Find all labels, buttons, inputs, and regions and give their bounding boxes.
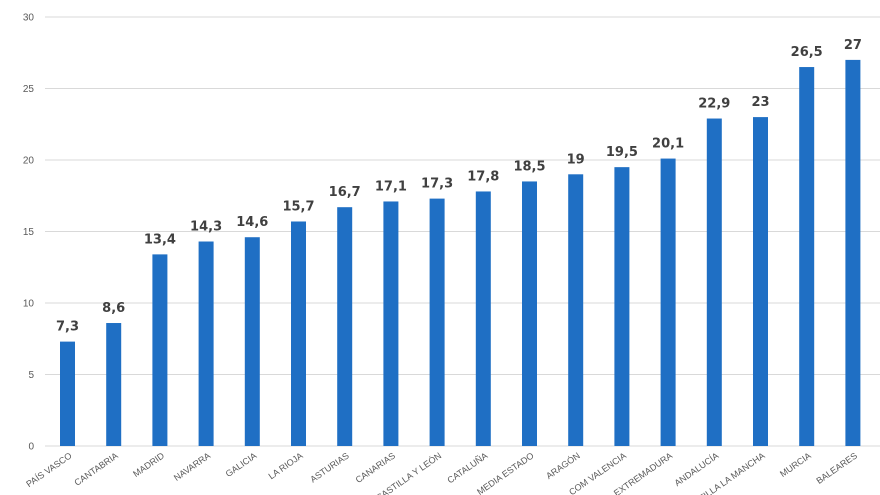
data-label: 17,3 (421, 177, 453, 192)
x-tick-label: ANDALUCÍA (673, 450, 721, 488)
x-tick-label: MURCIA (778, 450, 813, 479)
y-tick-label: 30 (23, 13, 35, 24)
x-tick-label: GALICIA (224, 450, 259, 479)
bar (845, 59, 861, 447)
bar (614, 167, 630, 446)
bar (198, 241, 214, 446)
data-label: 20,1 (652, 137, 684, 152)
x-tick-label: CANARIAS (354, 450, 397, 485)
x-tick-label: BALEARES (814, 450, 859, 485)
x-tick-label: NAVARRA (172, 450, 212, 482)
bar (291, 221, 306, 446)
x-tick-label: MADRID (131, 450, 166, 479)
x-tick-label: LA RIOJA (267, 450, 305, 481)
bars (60, 59, 861, 447)
data-label: 19,5 (606, 145, 638, 160)
bar (383, 201, 399, 446)
data-label: 7,3 (56, 320, 79, 335)
y-tick-label: 20 (23, 156, 35, 167)
gridlines (45, 16, 880, 447)
data-label: 16,7 (329, 185, 361, 200)
data-label: 19 (567, 152, 585, 167)
bar (244, 237, 260, 446)
data-label: 14,3 (190, 220, 222, 235)
y-tick-label: 0 (28, 442, 34, 453)
y-tick-label: 25 (23, 84, 35, 95)
data-label: 14,6 (236, 215, 268, 230)
y-axis-ticks: 0 5 10 15 20 25 30 (23, 13, 35, 453)
data-label: 22,9 (698, 97, 730, 112)
bar (568, 174, 584, 447)
bar (152, 254, 168, 446)
bar (429, 198, 445, 446)
bar (337, 207, 353, 446)
data-label: 26,5 (791, 45, 823, 60)
x-tick-label: CATALUÑA (445, 450, 489, 485)
data-label: 23 (751, 95, 769, 110)
data-label: 17,8 (467, 169, 499, 184)
data-label: 17,1 (375, 179, 407, 194)
data-label: 18,5 (513, 159, 545, 174)
x-tick-label: ASTURIAS (308, 450, 351, 484)
data-label: 13,4 (144, 232, 176, 247)
bar (106, 323, 122, 446)
bar (706, 118, 722, 446)
bar (799, 67, 815, 447)
x-tick-label: ARAGÓN (544, 450, 582, 481)
x-tick-label: CANTABRIA (72, 450, 119, 487)
bar (522, 181, 537, 446)
data-label: 8,6 (102, 301, 125, 316)
data-labels: 7,3 8,6 13,4 14,3 14,6 15,7 16,7 17,1 17,3 17,8 18… (56, 38, 862, 335)
bar (660, 158, 676, 446)
bar (475, 191, 491, 446)
x-tick-label: PAÍS VASCO (24, 450, 73, 489)
data-label: 27 (844, 38, 862, 53)
bar (60, 341, 75, 446)
y-tick-label: 15 (23, 227, 35, 238)
bar (753, 117, 768, 446)
y-tick-label: 5 (28, 370, 34, 381)
data-label: 15,7 (282, 199, 314, 214)
y-tick-label: 10 (23, 299, 35, 310)
